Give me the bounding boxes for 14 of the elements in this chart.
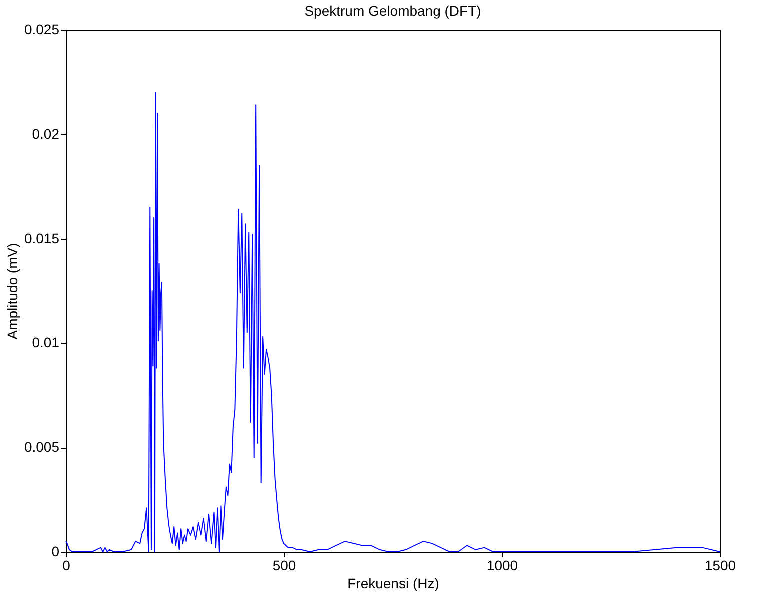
y-tick-label: 0 bbox=[52, 544, 60, 560]
x-tick-label: 500 bbox=[272, 558, 296, 574]
x-axis-title: Frekuensi (Hz) bbox=[348, 576, 440, 592]
y-tick-label: 0.015 bbox=[24, 230, 60, 246]
y-tick-label: 0.02 bbox=[32, 126, 60, 142]
x-tick-label: 1000 bbox=[486, 558, 518, 574]
y-axis-title: Amplitudo (mV) bbox=[4, 243, 20, 340]
x-tick-label: 0 bbox=[62, 558, 71, 574]
y-tick-label: 0.005 bbox=[24, 439, 60, 456]
y-tick-label: 0.025 bbox=[24, 22, 60, 38]
line-series bbox=[66, 92, 720, 552]
x-tick-label: 1500 bbox=[704, 558, 736, 574]
chart-title: Spektrum Gelombang (DFT) bbox=[304, 3, 482, 19]
y-tick-label: 0.01 bbox=[32, 334, 60, 351]
